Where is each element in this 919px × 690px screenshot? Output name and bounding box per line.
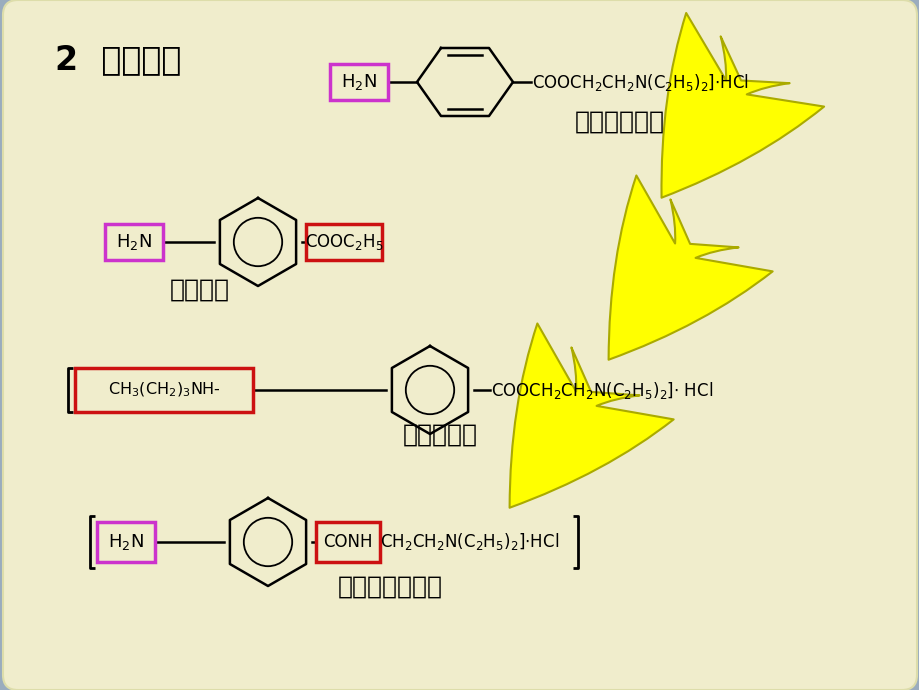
Bar	[306, 224, 381, 260]
Text: 盐酸普鲁卡因: 盐酸普鲁卡因	[574, 110, 664, 134]
Text: COOCH$_2$CH$_2$N(C$_2$H$_5$)$_2$]$\cdot$HCl: COOCH$_2$CH$_2$N(C$_2$H$_5$)$_2$]$\cdot$…	[531, 72, 748, 92]
Text: CH$_3$(CH$_2$)$_3$NH-: CH$_3$(CH$_2$)$_3$NH-	[108, 381, 220, 400]
Text: CH$_2$CH$_2$N(C$_2$H$_5$)$_2$]$\cdot$HCl: CH$_2$CH$_2$N(C$_2$H$_5$)$_2$]$\cdot$HCl	[380, 531, 559, 553]
Text: H$_2$N: H$_2$N	[108, 532, 143, 552]
Text: COOC$_2$H$_5$: COOC$_2$H$_5$	[304, 232, 383, 252]
Bar	[105, 224, 163, 260]
Text: COOCH$_2$CH$_2$N(C$_2$H$_5$)$_2$]$\cdot$ HCl: COOCH$_2$CH$_2$N(C$_2$H$_5$)$_2$]$\cdot$…	[491, 380, 712, 400]
Text: CONH: CONH	[323, 533, 372, 551]
Bar	[96, 522, 154, 562]
Text: 盐酸丁卡因: 盐酸丁卡因	[403, 423, 477, 447]
Bar	[315, 522, 380, 562]
Text: 苯佐卡因: 苯佐卡因	[170, 278, 230, 302]
Bar	[75, 368, 253, 412]
Text: 盐酸普鲁卡因胺: 盐酸普鲁卡因胺	[337, 575, 442, 599]
FancyBboxPatch shape	[3, 0, 916, 690]
Text: 2  典型药物: 2 典型药物	[55, 43, 181, 77]
Bar	[330, 64, 388, 100]
Text: H$_2$N: H$_2$N	[116, 232, 152, 252]
Text: H$_2$N: H$_2$N	[341, 72, 377, 92]
